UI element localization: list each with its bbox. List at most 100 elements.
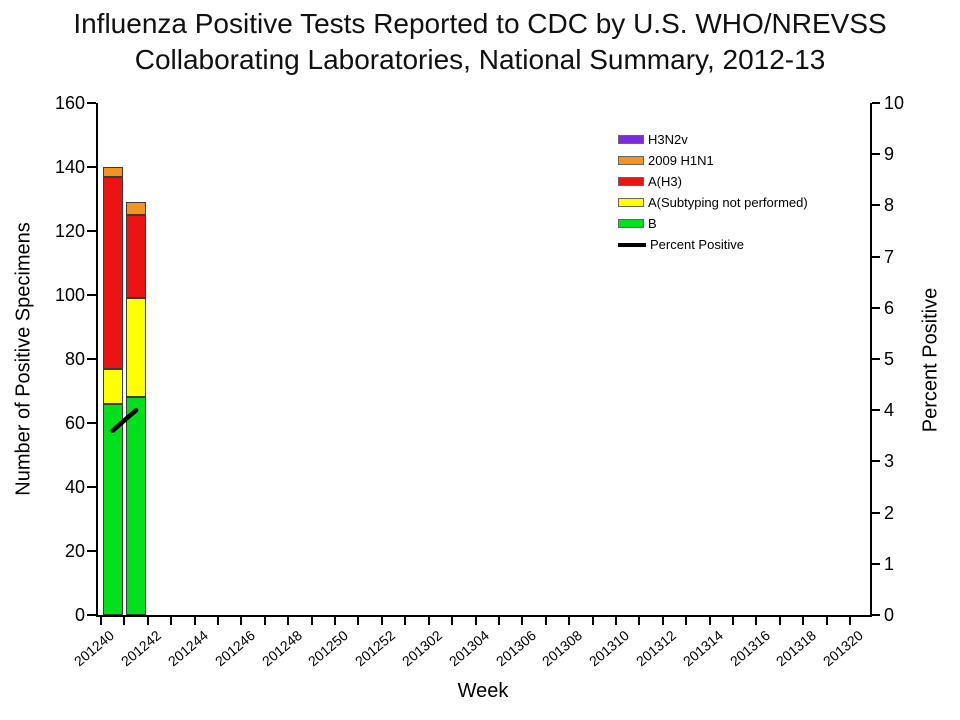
y-axis-left-tick-label: 100 [54,285,85,305]
legend-item: A(Subtyping not performed) [618,192,808,213]
y-axis-left-tick [87,230,96,232]
y-axis-right-tick-label: 8 [884,195,895,216]
y-axis-right-tick [872,255,880,258]
x-axis-tick-label: 201310 [586,627,633,670]
x-axis-tick [287,617,290,625]
x-axis-tick [100,617,102,625]
y-axis-left-tick-label: 40 [64,477,85,497]
x-axis-tick-label: 201312 [632,627,680,670]
x-axis-tick-label: 201248 [258,627,305,670]
y-axis-left-tick [87,486,96,488]
x-axis-tick [661,617,664,625]
x-axis-tick [497,617,500,625]
y-axis-right-tick-label: 6 [884,297,895,318]
x-axis-tick [849,617,851,625]
bar-segment-b [102,403,123,615]
y-axis-left-tick-label: 0 [74,605,85,625]
y-axis-right-tick-label: 4 [884,400,895,421]
y-axis-right-tick-label: 10 [884,93,905,113]
legend-label: A(H3) [648,174,682,189]
y-axis-left-tick-label: 120 [54,221,85,241]
x-axis-tick-label: 201244 [164,627,211,670]
y-axis-left-tick [87,358,96,360]
x-axis-tick [685,617,688,625]
y-axis-right-tick [872,153,880,156]
x-axis-tick [638,617,641,625]
x-axis-tick [427,617,430,625]
y-axis-right-spine [870,103,872,617]
x-axis-tick [310,617,313,625]
chart-legend: H3N2v 2009 H1N1 A(H3) A(Subtyping not perfo… [618,129,808,255]
x-axis-spine [96,615,872,617]
legend-item: A(H3) [618,171,808,192]
bar-segment-b [126,397,147,615]
chart-title: Influenza Positive Tests Reported to CDC… [0,6,960,78]
y-axis-right-tick-label: 3 [884,451,895,472]
x-axis-tick-label: 201320 [820,627,867,670]
y-axis-left-tick [87,102,96,104]
legend-box-swatch [618,135,644,144]
chart-title-line1: Influenza Positive Tests Reported to CDC… [73,8,887,39]
y-axis-right-tick-label: 1 [884,553,895,574]
y-axis-right-tick-label: 9 [884,144,895,165]
x-axis-tick-label: 201302 [398,627,445,670]
x-axis-label: Week [457,680,509,702]
y-axis-left-tick [87,422,96,424]
y-axis-right-tick-label: 5 [884,349,895,369]
x-axis-tick [474,617,477,625]
x-axis-tick-label: 201252 [352,627,399,670]
x-axis-tick [802,617,805,625]
y-axis-right-tick-label: 7 [884,246,895,267]
x-axis-tick-label: 201316 [726,627,773,670]
legend-item: H3N2v [618,129,808,150]
y-axis-right-tick [872,306,880,309]
legend-line-swatch [618,242,646,247]
y-axis-left-tick [87,550,96,552]
bar-segment-a-h3- [126,215,147,299]
x-axis-tick-label: 201240 [71,627,118,670]
legend-label: Percent Positive [650,237,744,252]
x-axis-tick [544,617,547,625]
x-axis-tick-label: 201314 [679,627,726,670]
x-axis-tick [123,617,126,625]
y-axis-left-tick [87,614,96,616]
x-axis-tick [614,617,617,625]
y-axis-left-tick [87,166,96,168]
legend-label: H3N2v [648,132,688,147]
x-axis-tick [146,617,149,625]
bar-segment-2009-h1n1 [126,202,147,215]
bar-segment-a-subtyping-not-performed- [126,298,147,398]
y-axis-right-tick [872,562,880,565]
y-axis-right-tick [872,511,880,514]
legend-box-swatch [618,177,644,186]
legend-item: B [618,213,808,234]
x-axis-tick [825,617,828,625]
y-axis-right-tick-label: 0 [884,605,895,625]
x-axis-tick [170,617,173,625]
bar-segment-2009-h1n1 [102,167,123,177]
y-axis-label-left: Number of Positive Specimens [12,222,35,496]
x-axis-tick-label: 201246 [211,627,258,670]
x-axis-tick-label: 201250 [305,627,352,670]
bar-segment-a-h3- [102,176,123,369]
y-axis-right-tick [872,102,880,104]
x-axis-tick [263,617,266,625]
y-axis-left-tick-label: 60 [64,413,85,433]
y-axis-right-tick [872,460,880,463]
x-axis-tick [755,617,758,625]
y-axis-left-tick-label: 80 [64,349,85,369]
x-axis-tick [568,617,571,625]
x-axis-tick-label: 201318 [773,627,820,670]
y-axis-left-tick-label: 20 [64,541,85,561]
legend-item: Percent Positive [618,234,808,255]
y-axis-right-tick [872,204,880,207]
x-axis-tick-label: 201306 [492,627,539,670]
chart-title-line2: Collaborating Laboratories, National Sum… [134,44,826,75]
x-axis-tick-label: 201308 [539,627,586,670]
y-axis-right-tick [872,409,880,412]
y-axis-label-right: Percent Positive [919,287,942,433]
y-axis-right-tick [872,358,880,360]
legend-label: 2009 H1N1 [648,153,714,168]
legend-box-swatch [618,198,644,207]
y-axis-right-tick-label: 2 [884,502,895,523]
